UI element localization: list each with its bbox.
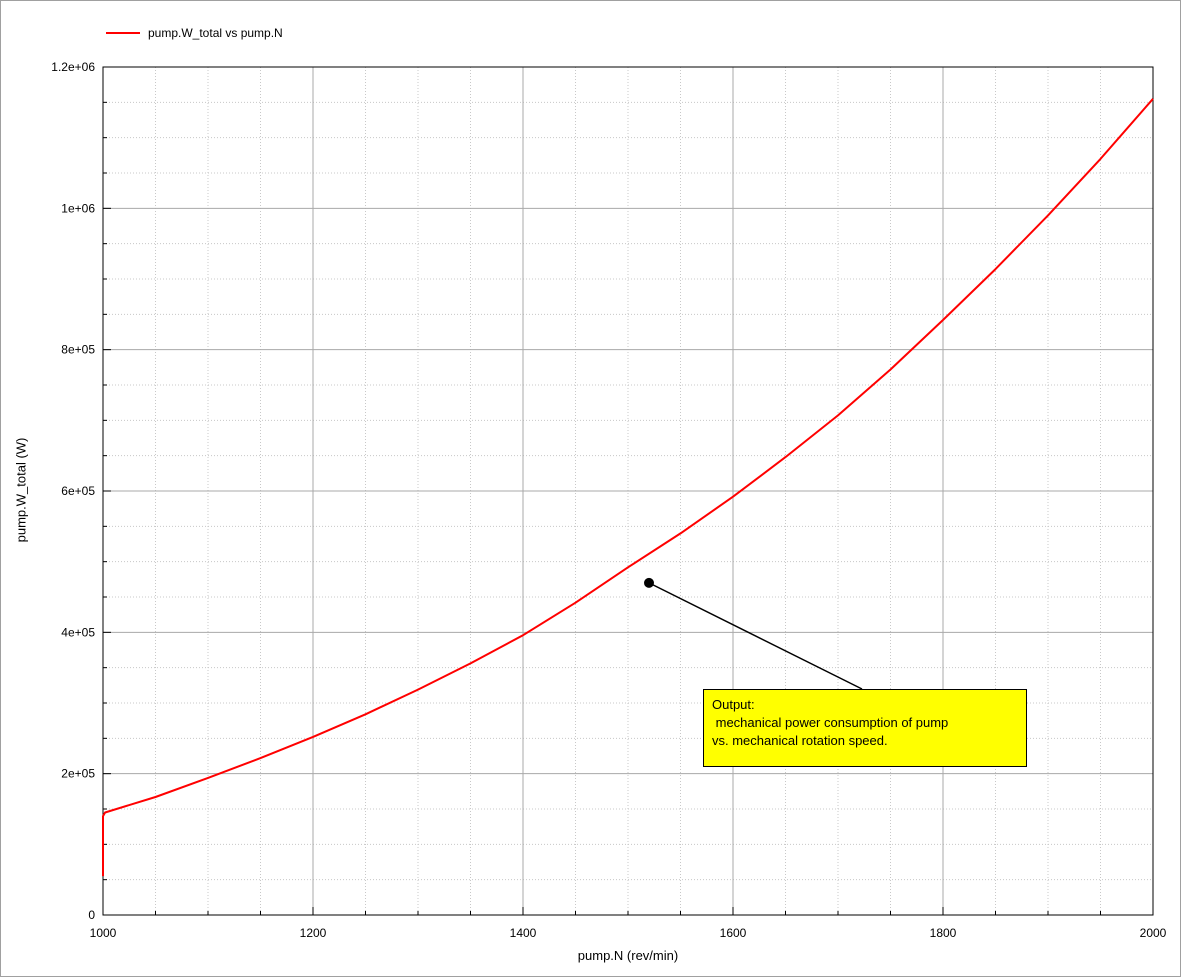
annotation-pointer	[648, 582, 863, 690]
y-tick-label: 2e+05	[61, 767, 95, 781]
x-tick-label: 1000	[90, 926, 117, 940]
x-tick-label: 1200	[300, 926, 327, 940]
annotation-dot	[644, 577, 654, 588]
annotation-layer	[644, 577, 863, 690]
series-line	[102, 98, 1154, 877]
x-axis-label: pump.N (rev/min)	[577, 948, 679, 963]
y-tick-label: 4e+05	[61, 625, 95, 639]
axis-ticks	[102, 66, 1154, 916]
legend-label: pump.W_total vs pump.N	[148, 26, 283, 40]
x-tick-label: 1800	[930, 926, 957, 940]
x-tick-label: 2000	[1140, 926, 1167, 940]
annotation-note: Output: mechanical power consumption of …	[703, 689, 1027, 767]
y-tick-label: 6e+05	[61, 484, 95, 498]
y-tick-label: 1.2e+06	[51, 60, 95, 74]
y-tick-label: 8e+05	[61, 343, 95, 357]
series-layer	[102, 98, 1154, 877]
y-tick-label: 1e+06	[61, 201, 95, 215]
x-tick-label: 1400	[510, 926, 537, 940]
legend-swatch	[106, 32, 140, 34]
legend: pump.W_total vs pump.N	[106, 24, 283, 42]
y-axis-label: pump.W_total (W)	[13, 437, 29, 543]
x-tick-label: 1600	[720, 926, 747, 940]
y-tick-label: 0	[88, 908, 95, 922]
tick-labels: 1000 1200 1400 1600 1800 2000 0 2e+05 4e+05 6e+05…	[51, 60, 1166, 940]
